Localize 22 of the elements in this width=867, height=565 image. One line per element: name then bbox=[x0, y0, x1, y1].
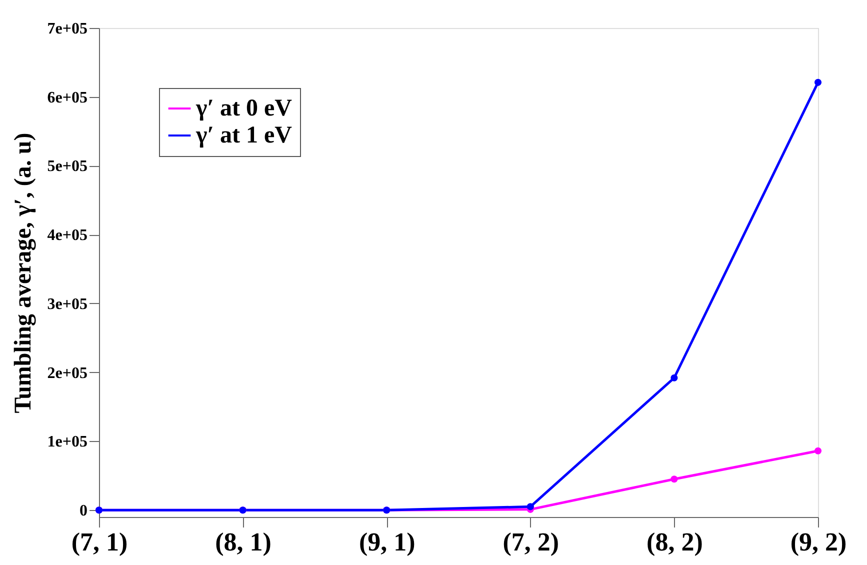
point bbox=[814, 447, 822, 454]
point bbox=[814, 78, 822, 86]
y-tick-label: 6e+05 bbox=[47, 89, 88, 106]
y-axis-title: Tumbling average, γ′, (a. u) bbox=[10, 132, 36, 414]
y-tick-label: 0 bbox=[80, 502, 88, 520]
x-tick-label: (7, 1) bbox=[71, 528, 128, 556]
point bbox=[670, 476, 678, 483]
legend-label: γ′ at 0 eV bbox=[195, 96, 293, 122]
x-tick-label: (9, 2) bbox=[790, 528, 847, 556]
x-tick-label: (8, 1) bbox=[215, 528, 272, 556]
y-tick-label: 7e+05 bbox=[47, 20, 88, 38]
y-tick-label: 1e+05 bbox=[47, 434, 88, 451]
point bbox=[526, 503, 534, 510]
y-tick-label: 2e+05 bbox=[47, 364, 88, 382]
y-tick-label: 4e+05 bbox=[47, 227, 88, 244]
x-tick-label: (7, 2) bbox=[502, 528, 560, 556]
y-tick-label: 3e+05 bbox=[47, 296, 88, 313]
y-tick-label: 5e+05 bbox=[47, 158, 88, 176]
legend-label: γ′ at 1 eV bbox=[195, 122, 293, 148]
x-tick-label: (8, 2) bbox=[646, 528, 703, 556]
x-tick-label: (9, 1) bbox=[358, 528, 416, 556]
point bbox=[670, 374, 678, 382]
